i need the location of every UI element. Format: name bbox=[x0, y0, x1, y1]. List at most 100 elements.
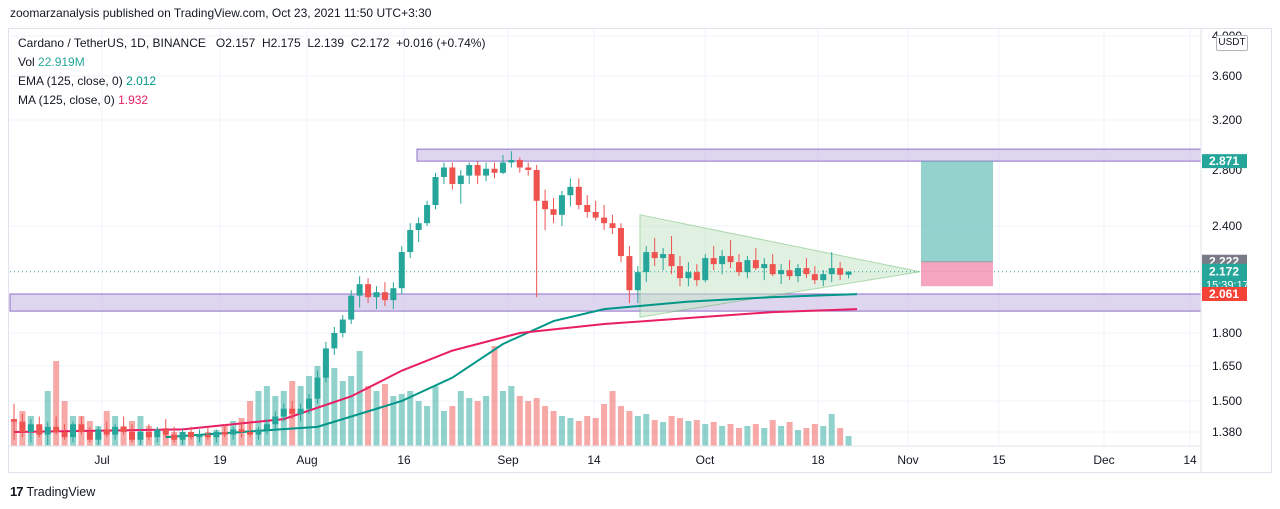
close-value: C2.172 bbox=[350, 36, 390, 50]
volume-bar bbox=[44, 391, 51, 446]
candle-body bbox=[381, 292, 388, 301]
candle-body bbox=[120, 426, 127, 432]
candle-body bbox=[466, 165, 473, 176]
ma-label: MA (125, close, 0) bbox=[18, 93, 115, 107]
volume-bar bbox=[727, 424, 734, 446]
candle-body bbox=[339, 319, 346, 333]
volume-row: Vol 22.919M bbox=[18, 53, 485, 72]
candle-body bbox=[221, 432, 228, 435]
volume-bar bbox=[499, 391, 506, 446]
change-value: +0.016 (+0.74%) bbox=[396, 36, 486, 50]
candle-body bbox=[27, 424, 34, 432]
candle-body bbox=[474, 165, 481, 176]
chart-frame[interactable] bbox=[8, 28, 1272, 473]
volume-bar bbox=[744, 426, 751, 446]
volume-bar bbox=[811, 424, 818, 446]
zone-top-price-label-bg bbox=[1202, 154, 1247, 169]
candle-body bbox=[86, 432, 93, 440]
volume-bar bbox=[255, 391, 262, 446]
x-tick-label: 15 bbox=[992, 453, 1006, 467]
volume-bar bbox=[339, 381, 346, 446]
volume-bar bbox=[601, 404, 608, 446]
vol-label: Vol bbox=[18, 55, 35, 69]
candle-body bbox=[685, 272, 692, 279]
candle-body bbox=[558, 195, 565, 215]
candle-body bbox=[457, 175, 464, 184]
volume-bar bbox=[845, 436, 852, 446]
last-price-label: 2.172 bbox=[1209, 265, 1239, 279]
ema-value: 2.012 bbox=[126, 74, 157, 88]
candle-body bbox=[204, 434, 211, 438]
x-tick-label: Jul bbox=[94, 453, 109, 467]
volume-bar bbox=[710, 422, 717, 446]
candle-body bbox=[643, 252, 650, 273]
volume-bar bbox=[693, 420, 700, 446]
footer-brand[interactable]: 17 TradingView bbox=[10, 484, 95, 499]
volume-bar bbox=[381, 384, 388, 446]
volume-bar bbox=[449, 406, 456, 446]
volume-bar bbox=[567, 418, 574, 446]
volume-bar bbox=[61, 401, 68, 446]
candle-body bbox=[398, 252, 405, 289]
candle-body bbox=[53, 426, 60, 432]
candle-body bbox=[491, 168, 498, 173]
candle-body bbox=[735, 262, 742, 273]
candle-body bbox=[171, 434, 178, 440]
volume-bar bbox=[820, 426, 827, 446]
candle-body bbox=[542, 200, 549, 210]
chart-legend: Cardano / TetherUS, 1D, BINANCE O2.157 H… bbox=[18, 34, 485, 110]
volume-bar bbox=[558, 416, 565, 446]
zone-bottom-price-label: 2.061 bbox=[1209, 287, 1239, 301]
candle-body bbox=[70, 424, 77, 438]
candle-body bbox=[306, 398, 313, 409]
candle-body bbox=[516, 160, 523, 168]
y-tick-label: 1.500 bbox=[1212, 394, 1242, 408]
candle-body bbox=[19, 421, 26, 432]
candle-body bbox=[794, 268, 801, 277]
candle-body bbox=[828, 268, 835, 275]
currency-button[interactable]: USDT bbox=[1216, 35, 1248, 51]
x-tick-label: Sep bbox=[497, 453, 519, 467]
candle-body bbox=[137, 432, 144, 440]
x-tick-label: 14 bbox=[587, 453, 601, 467]
candle-body bbox=[710, 258, 717, 265]
candle-body bbox=[145, 432, 152, 438]
volume-bar bbox=[457, 391, 464, 446]
chart-grid bbox=[10, 29, 1201, 446]
ma-value: 1.932 bbox=[118, 93, 149, 107]
x-tick-label: Aug bbox=[296, 453, 317, 467]
candle-body bbox=[247, 432, 254, 435]
candle-body bbox=[676, 266, 683, 279]
volume-bar bbox=[803, 428, 810, 446]
candle-body bbox=[255, 429, 262, 435]
candle-body bbox=[272, 416, 279, 425]
moving-averages bbox=[10, 271, 1201, 439]
candle-body bbox=[533, 170, 540, 201]
ema-row: EMA (125, close, 0) 2.012 bbox=[18, 72, 485, 91]
candle-body bbox=[179, 432, 186, 440]
volume-bar bbox=[424, 406, 431, 446]
ma-row: MA (125, close, 0) 1.932 bbox=[18, 91, 485, 110]
volume-bar bbox=[53, 361, 60, 446]
volume-bar bbox=[398, 394, 405, 446]
candle-body bbox=[550, 209, 557, 215]
candle-body bbox=[483, 168, 490, 176]
candle-body bbox=[314, 377, 321, 399]
x-tick-label: 14 bbox=[1183, 453, 1197, 467]
candle-body bbox=[44, 426, 51, 435]
candle-body bbox=[322, 348, 329, 378]
publish-line: zoomarzanalysis published on TradingView… bbox=[10, 6, 432, 20]
volume-bar bbox=[778, 426, 785, 446]
candle-body bbox=[744, 260, 751, 273]
target-profit-area bbox=[921, 161, 993, 262]
candlesticks bbox=[11, 151, 852, 445]
volume-bar bbox=[550, 411, 557, 446]
candle-body bbox=[761, 264, 768, 269]
candle-body bbox=[162, 429, 169, 435]
volume-bar bbox=[440, 411, 447, 446]
volume-bar bbox=[533, 398, 540, 446]
volume-bar bbox=[719, 426, 726, 446]
zone-top-price-label: 2.871 bbox=[1209, 154, 1239, 168]
volume-bar bbox=[592, 418, 599, 446]
